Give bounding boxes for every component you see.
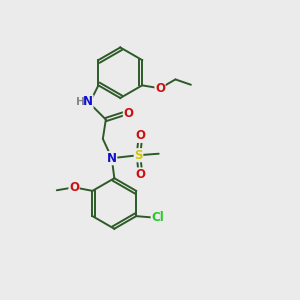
Text: O: O	[155, 82, 165, 95]
Text: O: O	[135, 168, 145, 181]
Text: O: O	[135, 129, 145, 142]
Text: N: N	[107, 152, 117, 165]
Text: Cl: Cl	[151, 211, 164, 224]
Text: N: N	[83, 95, 93, 108]
Text: H: H	[76, 97, 84, 107]
Text: O: O	[123, 107, 134, 120]
Text: S: S	[134, 149, 143, 162]
Text: O: O	[69, 181, 79, 194]
